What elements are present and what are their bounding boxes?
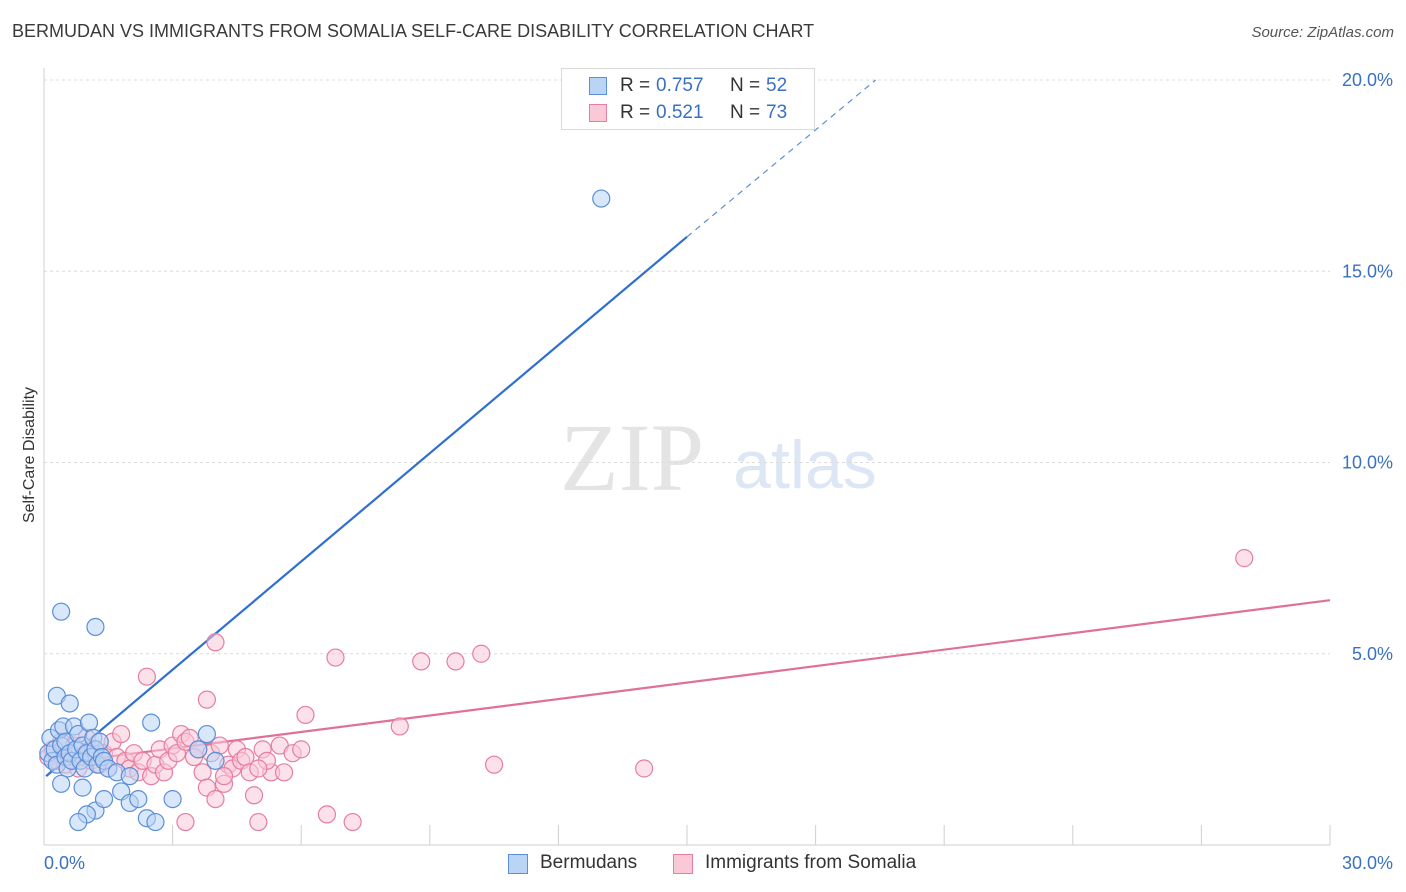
somalia-point: [343, 812, 362, 832]
bermudans-point: [60, 694, 79, 713]
legend-r-value: 0.521: [656, 102, 704, 123]
legend-n-value: 52: [766, 75, 788, 96]
somalia-point: [635, 759, 654, 778]
y-tick-label: 15.0%: [1342, 261, 1393, 281]
legend-n-label: N =: [730, 75, 761, 96]
bermudans-point: [163, 789, 182, 809]
bermudans-point: [146, 812, 165, 832]
somalia-point: [206, 633, 225, 652]
somalia-point: [249, 759, 268, 778]
somalia-point: [274, 763, 294, 782]
legend-row-bermudans: R = 0.757 N = 52: [562, 74, 814, 100]
bottom-legend-label: Immigrants from Somalia: [705, 852, 917, 873]
bermudans-trend-line: [45, 235, 688, 777]
legend-row-somalia: R = 0.521 N = 73: [562, 101, 814, 127]
watermark: ZIP atlas: [560, 404, 877, 511]
somalia-point: [390, 717, 409, 736]
bermudans-point: [592, 189, 611, 208]
somalia-point: [112, 724, 131, 744]
somalia-point: [214, 767, 234, 786]
bermudans-point: [120, 767, 139, 786]
y-axis-label: Self-Care Disability: [21, 386, 38, 524]
somalia-point: [485, 755, 504, 774]
somalia-point: [317, 805, 337, 824]
bermudans-point: [94, 789, 114, 809]
bottom-swatch-blue: [508, 854, 528, 874]
watermark-atlas: atlas: [733, 427, 877, 503]
source-credit: Source: ZipAtlas.com: [1251, 24, 1394, 41]
legend-r-label: R =: [620, 102, 651, 123]
y-tick-label: 20.0%: [1342, 70, 1393, 90]
bottom-swatch-pink: [673, 854, 693, 874]
somalia-point: [296, 705, 315, 725]
somalia-point: [137, 667, 156, 686]
legend-swatch-blue: [589, 77, 607, 95]
somalia-point: [472, 644, 491, 663]
somalia-point: [206, 789, 225, 809]
somalia-point: [197, 690, 216, 709]
x-tick-label-min: 0.0%: [44, 853, 85, 873]
somalia-point: [249, 812, 268, 832]
somalia-point: [292, 740, 311, 759]
legend-r-value: 0.757: [656, 75, 704, 96]
somalia-point: [244, 786, 264, 805]
bermudans-point: [79, 713, 99, 732]
y-tick-label: 10.0%: [1342, 453, 1393, 473]
somalia-point: [326, 648, 345, 667]
bermudans-point: [52, 774, 71, 793]
y-tick-label: 5.0%: [1352, 644, 1393, 664]
bermudans-point: [129, 789, 148, 809]
somalia-point: [446, 652, 465, 671]
somalia-point: [412, 652, 431, 671]
bermudans-point: [189, 740, 208, 759]
legend-swatch-pink: [589, 104, 607, 122]
somalia-trend-line: [46, 599, 1331, 766]
x-tick-label-max: 30.0%: [1342, 853, 1393, 873]
watermark-zip: ZIP: [560, 404, 704, 511]
bottom-legend-label: Bermudans: [540, 852, 638, 873]
somalia-point: [1235, 549, 1254, 568]
bermudans-point: [142, 713, 161, 732]
bermudans-point: [86, 617, 105, 637]
bermudans-trend-extension: [686, 79, 876, 238]
legend-n-value: 73: [766, 102, 788, 123]
bermudans-point: [69, 812, 88, 832]
legend-n-label: N =: [730, 102, 761, 123]
bermudans-point: [73, 778, 92, 797]
somalia-point: [176, 812, 195, 832]
bermudans-point: [52, 602, 71, 621]
bermudans-point: [206, 751, 225, 770]
correlation-legend: R = 0.757 N = 52 R = 0.521 N = 73: [561, 68, 815, 130]
chart-title: BERMUDAN VS IMMIGRANTS FROM SOMALIA SELF…: [12, 21, 815, 41]
bermudans-point: [90, 732, 109, 751]
bermudans-point: [197, 724, 216, 744]
legend-r-label: R =: [620, 75, 651, 96]
